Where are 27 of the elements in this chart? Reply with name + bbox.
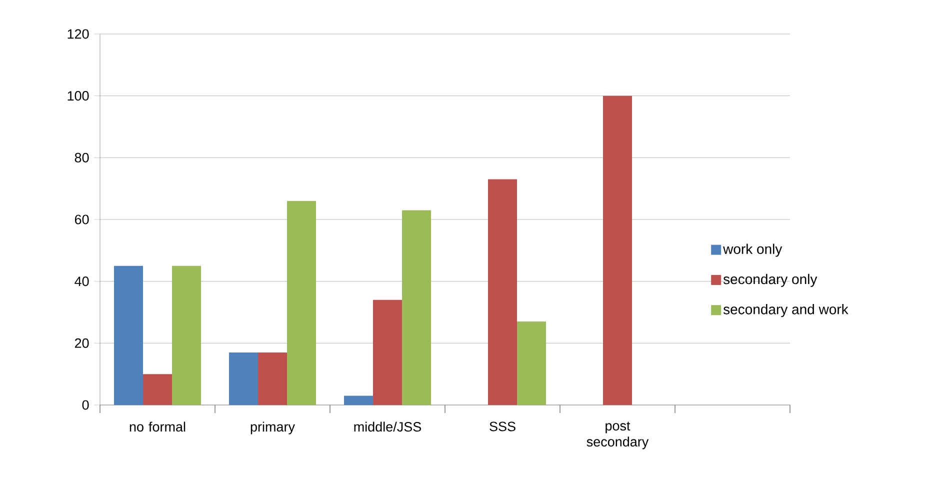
bar (143, 374, 172, 405)
y-tick-label: 120 (68, 29, 89, 39)
x-tick-label: no formal (130, 422, 186, 432)
bar (172, 266, 202, 405)
bar (517, 322, 546, 405)
bar (488, 179, 518, 405)
bar (344, 396, 374, 405)
y-tick-label: 100 (68, 91, 89, 101)
y-tick-label: 80 (74, 152, 89, 162)
bar (402, 210, 432, 405)
legend-label: secondary only (723, 274, 818, 287)
x-tick-label: SSS (490, 422, 516, 432)
x-tick-label: post secondary (586, 422, 649, 450)
bar (114, 266, 143, 405)
y-tick-label: 0 (82, 400, 89, 410)
legend-label: work only (723, 244, 782, 257)
x-tick-label: primary (250, 422, 295, 434)
bar (258, 352, 288, 405)
legend-label: secondary and work (723, 304, 848, 318)
y-tick-label: 20 (74, 338, 89, 348)
bar (287, 200, 316, 405)
bar (603, 96, 632, 405)
y-tick-label: 40 (74, 276, 89, 286)
bar (373, 300, 402, 405)
y-tick-label: 60 (74, 214, 89, 224)
x-tick-label: middle/JSS (354, 422, 422, 432)
bar (229, 352, 258, 405)
